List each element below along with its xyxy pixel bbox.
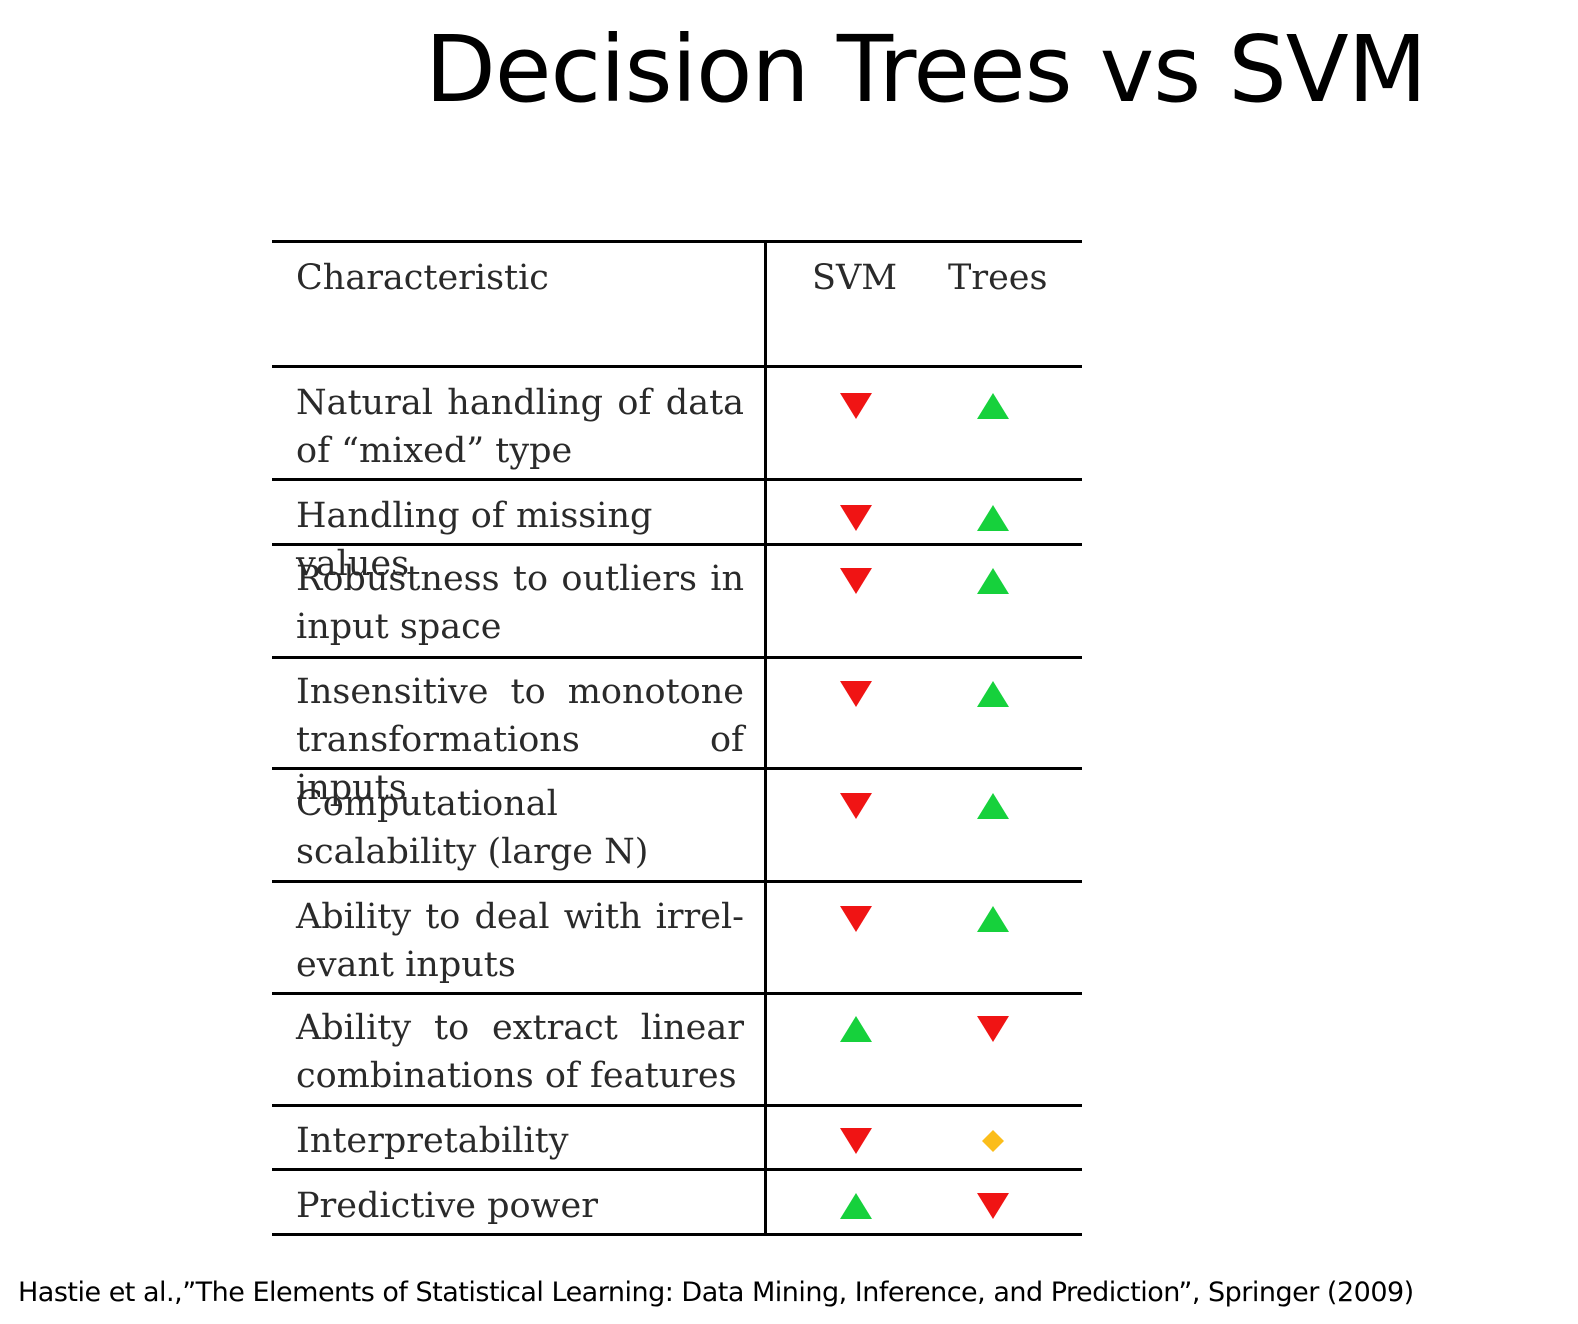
up-triangle-icon xyxy=(977,568,1009,594)
table-row-rule xyxy=(272,1104,1082,1107)
row-characteristic: Robustness to outliers in input space xyxy=(296,559,744,647)
table-header-rule xyxy=(272,365,1082,368)
up-triangle-icon xyxy=(977,906,1009,932)
trees-rating-marker xyxy=(975,679,1011,709)
table-row-rule xyxy=(272,1168,1082,1171)
up-triangle-icon xyxy=(977,505,1009,531)
row-characteristic: Predictive power xyxy=(296,1186,598,1226)
down-triangle-icon xyxy=(840,393,872,419)
down-triangle-icon xyxy=(840,505,872,531)
table-row-rule xyxy=(272,543,1082,546)
down-triangle-icon xyxy=(840,568,872,594)
svm-rating-marker xyxy=(838,566,874,596)
trees-rating-marker xyxy=(975,566,1011,596)
table-bottom-rule xyxy=(272,1233,1082,1236)
row-characteristic: Natural handling of data of “mixed” type xyxy=(296,383,744,471)
trees-rating-marker xyxy=(975,391,1011,421)
header-svm: SVM xyxy=(812,258,898,298)
svm-rating-marker xyxy=(838,904,874,934)
trees-rating-marker xyxy=(975,904,1011,934)
table-column-divider xyxy=(764,240,767,1236)
table-top-rule xyxy=(272,240,1082,243)
trees-rating-marker xyxy=(975,1126,1011,1156)
svm-rating-marker xyxy=(838,1126,874,1156)
header-trees: Trees xyxy=(948,258,1048,298)
up-triangle-icon xyxy=(840,1193,872,1219)
up-triangle-icon xyxy=(977,681,1009,707)
svm-rating-marker xyxy=(838,503,874,533)
header-characteristic: Characteristic xyxy=(296,258,549,298)
table-row-rule xyxy=(272,992,1082,995)
table-row-rule xyxy=(272,767,1082,770)
svm-rating-marker xyxy=(838,1014,874,1044)
down-triangle-icon xyxy=(840,906,872,932)
svm-rating-marker xyxy=(838,1191,874,1221)
row-characteristic: Interpretability xyxy=(296,1121,569,1161)
citation: Hastie et al.,”The Elements of Statistic… xyxy=(18,1277,1414,1308)
row-characteristic: Insensitive to monotone transformations … xyxy=(296,672,744,808)
up-triangle-icon xyxy=(977,393,1009,419)
row-characteristic: Computational scalability (large N) xyxy=(296,784,649,872)
trees-rating-marker xyxy=(975,1014,1011,1044)
diamond-icon xyxy=(982,1130,1004,1152)
down-triangle-icon xyxy=(840,681,872,707)
trees-rating-marker xyxy=(975,1191,1011,1221)
up-triangle-icon xyxy=(977,793,1009,819)
svm-rating-marker xyxy=(838,791,874,821)
down-triangle-icon xyxy=(840,1128,872,1154)
table-row-rule xyxy=(272,880,1082,883)
table-row-rule xyxy=(272,656,1082,659)
trees-rating-marker xyxy=(975,791,1011,821)
svm-rating-marker xyxy=(838,391,874,421)
svm-rating-marker xyxy=(838,679,874,709)
slide-title: Decision Trees vs SVM xyxy=(425,16,1427,123)
row-characteristic: Ability to extract linear combinations o… xyxy=(296,1008,744,1096)
row-characteristic: Ability to deal with irrel- evant inputs xyxy=(296,897,744,985)
table-row-rule xyxy=(272,478,1082,481)
up-triangle-icon xyxy=(840,1016,872,1042)
down-triangle-icon xyxy=(977,1016,1009,1042)
down-triangle-icon xyxy=(840,793,872,819)
down-triangle-icon xyxy=(977,1193,1009,1219)
trees-rating-marker xyxy=(975,503,1011,533)
row-characteristic: Handling of missing values xyxy=(296,496,653,584)
